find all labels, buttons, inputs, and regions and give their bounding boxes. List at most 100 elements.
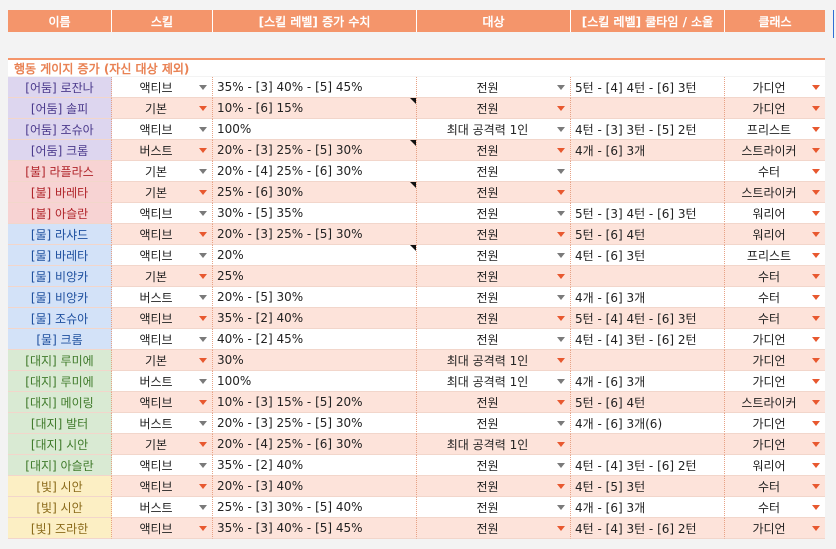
cell-cooldown[interactable]: 4개 - [6] 3개 [571,371,725,392]
cell-name[interactable]: [대지] 메이링 [8,392,112,413]
chevron-down-icon[interactable] [199,463,207,468]
cell-target-dropdown[interactable]: 전원 [417,182,571,203]
cell-target-dropdown[interactable]: 전원 [417,308,571,329]
chevron-down-icon[interactable] [557,358,565,363]
chevron-down-icon[interactable] [199,505,207,510]
cell-target-dropdown[interactable]: 전원 [417,497,571,518]
cell-class-dropdown[interactable]: 가디언 [725,329,825,350]
cell-cooldown[interactable]: 4턴 - [3] 3턴 - [5] 2턴 [571,119,725,140]
cell-name[interactable]: [빛] 시안 [8,476,112,497]
cell-name[interactable]: [빛] 시안 [8,497,112,518]
cell-target-dropdown[interactable]: 전원 [417,392,571,413]
cell-cooldown[interactable]: 4개 - [6] 3개 [571,497,725,518]
cell-skill-dropdown[interactable]: 기본 [112,266,213,287]
cell-increase[interactable]: 25% - [3] 30% - [5] 40% [213,497,417,518]
cell-target-dropdown[interactable]: 전원 [417,77,571,98]
cell-class-dropdown[interactable]: 가디언 [725,434,825,455]
cell-cooldown[interactable]: 4턴 - [6] 3턴 [571,245,725,266]
cell-increase[interactable]: 20% - [3] 25% - [5] 30% [213,140,417,161]
comment-marker-icon[interactable] [410,140,416,146]
cell-class-dropdown[interactable]: 스트라이커 [725,140,825,161]
chevron-down-icon[interactable] [557,169,565,174]
cell-target-dropdown[interactable]: 전원 [417,203,571,224]
cell-increase[interactable]: 100% [213,119,417,140]
cell-increase[interactable]: 25% [213,266,417,287]
chevron-down-icon[interactable] [812,463,820,468]
chevron-down-icon[interactable] [812,190,820,195]
chevron-down-icon[interactable] [557,442,565,447]
chevron-down-icon[interactable] [812,148,820,153]
cell-class-dropdown[interactable]: 워리어 [725,224,825,245]
chevron-down-icon[interactable] [199,337,207,342]
chevron-down-icon[interactable] [199,358,207,363]
cell-cooldown[interactable] [571,98,725,119]
cell-cooldown[interactable]: 5턴 - [6] 4턴 [571,392,725,413]
cell-class-dropdown[interactable]: 수터 [725,287,825,308]
chevron-down-icon[interactable] [557,484,565,489]
cell-class-dropdown[interactable]: 수터 [725,476,825,497]
chevron-down-icon[interactable] [812,379,820,384]
cell-target-dropdown[interactable]: 최대 공격력 1인 [417,371,571,392]
cell-class-dropdown[interactable]: 수터 [725,266,825,287]
cell-cooldown[interactable]: 4턴 - [5] 3턴 [571,476,725,497]
cell-increase[interactable]: 25% - [6] 30% [213,182,417,203]
cell-increase[interactable]: 30% [213,350,417,371]
cell-class-dropdown[interactable]: 가디언 [725,77,825,98]
cell-class-dropdown[interactable]: 프리스트 [725,119,825,140]
cell-increase[interactable]: 30% - [5] 35% [213,203,417,224]
cell-increase[interactable]: 20% - [3] 25% - [5] 30% [213,224,417,245]
cell-class-dropdown[interactable]: 가디언 [725,350,825,371]
chevron-down-icon[interactable] [557,85,565,90]
chevron-down-icon[interactable] [812,127,820,132]
header-target[interactable]: 대상 [417,10,571,32]
cell-name[interactable]: [대지] 발터 [8,413,112,434]
cell-name[interactable]: [대지] 루미에 [8,350,112,371]
chevron-down-icon[interactable] [199,526,207,531]
chevron-down-icon[interactable] [557,337,565,342]
chevron-down-icon[interactable] [199,442,207,447]
cell-skill-dropdown[interactable]: 기본 [112,161,213,182]
chevron-down-icon[interactable] [557,253,565,258]
chevron-down-icon[interactable] [199,85,207,90]
cell-increase[interactable]: 100% [213,371,417,392]
chevron-down-icon[interactable] [557,316,565,321]
cell-class-dropdown[interactable]: 가디언 [725,371,825,392]
cell-name[interactable]: [대지] 시안 [8,434,112,455]
header-cooldown[interactable]: [스킬 레벨] 쿨타임 / 소울 [571,10,725,32]
cell-name[interactable]: [어둠] 로잔나 [8,77,112,98]
cell-cooldown[interactable]: 5턴 - [6] 4턴 [571,224,725,245]
chevron-down-icon[interactable] [812,421,820,426]
cell-skill-dropdown[interactable]: 액티브 [112,77,213,98]
cell-class-dropdown[interactable]: 수터 [725,308,825,329]
cell-skill-dropdown[interactable]: 버스트 [112,413,213,434]
chevron-down-icon[interactable] [199,274,207,279]
chevron-down-icon[interactable] [812,484,820,489]
chevron-down-icon[interactable] [812,337,820,342]
cell-class-dropdown[interactable]: 프리스트 [725,245,825,266]
cell-target-dropdown[interactable]: 전원 [417,287,571,308]
cell-target-dropdown[interactable]: 전원 [417,476,571,497]
cell-class-dropdown[interactable]: 수터 [725,161,825,182]
chevron-down-icon[interactable] [812,400,820,405]
chevron-down-icon[interactable] [557,463,565,468]
cell-cooldown[interactable] [571,182,725,203]
cell-skill-dropdown[interactable]: 액티브 [112,518,213,539]
chevron-down-icon[interactable] [557,400,565,405]
cell-name[interactable]: [불] 아슬란 [8,203,112,224]
chevron-down-icon[interactable] [199,106,207,111]
cell-skill-dropdown[interactable]: 버스트 [112,497,213,518]
cell-cooldown[interactable]: 4개 - [6] 3개(6) [571,413,725,434]
comment-marker-icon[interactable] [410,98,416,104]
cell-skill-dropdown[interactable]: 액티브 [112,455,213,476]
cell-cooldown[interactable]: 4턴 - [4] 3턴 - [6] 2턴 [571,329,725,350]
cell-skill-dropdown[interactable]: 버스트 [112,287,213,308]
chevron-down-icon[interactable] [199,127,207,132]
chevron-down-icon[interactable] [199,295,207,300]
cell-class-dropdown[interactable]: 워리어 [725,203,825,224]
chevron-down-icon[interactable] [812,526,820,531]
chevron-down-icon[interactable] [199,211,207,216]
cell-skill-dropdown[interactable]: 버스트 [112,371,213,392]
chevron-down-icon[interactable] [812,253,820,258]
cell-target-dropdown[interactable]: 전원 [417,455,571,476]
chevron-down-icon[interactable] [557,274,565,279]
